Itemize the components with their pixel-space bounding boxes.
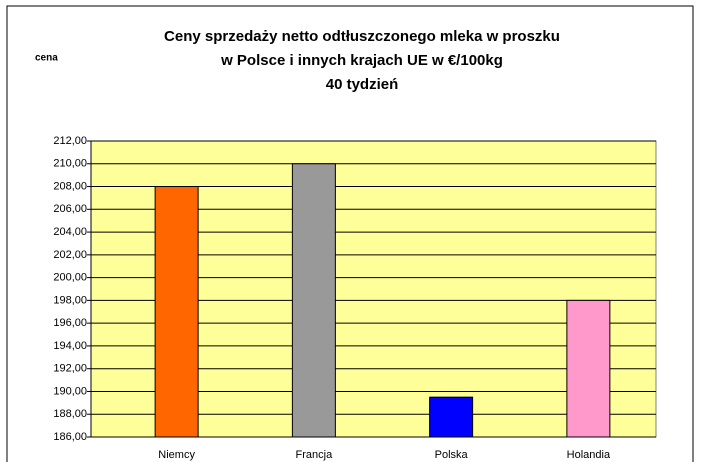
y-tick-label: 206,00	[53, 203, 87, 215]
bar	[566, 299, 611, 438]
chart-title: w Polsce i innych krajach UE w €/100kg	[220, 52, 503, 69]
y-tick-label: 188,00	[53, 408, 87, 420]
x-tick-label: Holandia	[567, 449, 611, 461]
y-tick-label: 212,00	[53, 135, 87, 147]
bar	[154, 186, 199, 438]
x-tick-label: Niemcy	[158, 449, 195, 461]
y-tick-label: 208,00	[53, 180, 87, 192]
x-tick-label: Polska	[435, 449, 469, 461]
y-axis-label: cena	[35, 53, 58, 64]
y-tick-label: 194,00	[53, 340, 87, 352]
bar	[291, 163, 336, 438]
y-tick-label: 204,00	[53, 226, 87, 238]
y-tick-label: 198,00	[53, 294, 87, 306]
y-tick-label: 192,00	[53, 363, 87, 375]
y-tick-label: 210,00	[53, 158, 87, 170]
chart-title: Ceny sprzedaży netto odtłuszczonego mlek…	[164, 28, 560, 45]
y-tick-label: 190,00	[53, 385, 87, 397]
y-tick-label: 196,00	[53, 317, 87, 329]
chart-title: 40 tydzień	[326, 76, 399, 93]
y-tick-label: 202,00	[53, 249, 87, 261]
y-tick-label: 186,00	[53, 431, 87, 443]
x-tick-label: Francja	[296, 449, 334, 461]
bar	[429, 396, 474, 438]
y-tick-label: 200,00	[53, 272, 87, 284]
